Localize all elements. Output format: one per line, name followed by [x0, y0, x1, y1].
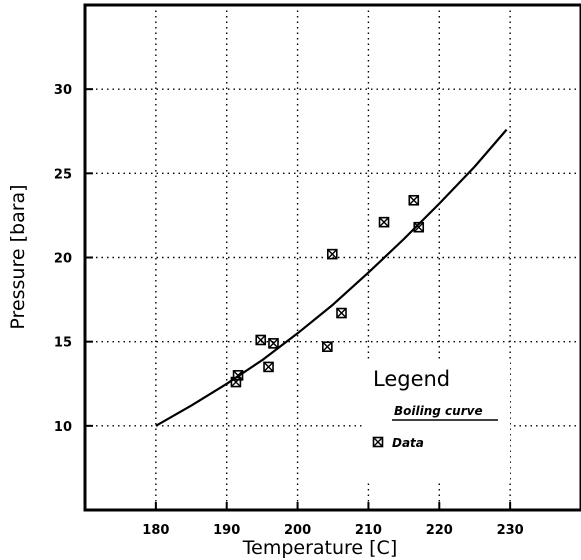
data-point [255, 334, 267, 346]
data-point [322, 341, 333, 353]
y-tick-label: 25 [54, 167, 72, 182]
y-tick-label: 10 [54, 420, 72, 435]
marker-box [255, 334, 267, 346]
x-tick-label: 230 [497, 523, 524, 538]
legend-title: Legend [373, 367, 450, 391]
data-point [326, 248, 338, 260]
x-tick-label: 210 [355, 523, 382, 538]
marker-box [322, 341, 333, 353]
x-axis-title: Temperature [C] [242, 537, 398, 559]
legend-data-label: Data [392, 436, 424, 450]
marker-box [263, 361, 274, 373]
x-tick-label: 190 [213, 523, 240, 538]
marker-cross [413, 222, 424, 233]
x-tick-label: 180 [142, 523, 169, 538]
x-tick-label: 220 [426, 523, 453, 538]
marker-box [378, 216, 390, 228]
y-tick-label: 20 [54, 252, 72, 267]
data-point [336, 307, 347, 319]
curve-layer [155, 128, 508, 427]
boiling-curve-line [155, 128, 508, 427]
legend-marker-symbol [372, 436, 384, 448]
marker-cross [322, 341, 333, 352]
marker-box [336, 307, 347, 319]
marker-box [268, 338, 279, 349]
marker-cross [336, 308, 347, 319]
x-tick-label: 200 [284, 523, 311, 538]
marker-cross [408, 195, 419, 206]
axis-ticks: 180 190 200 210 220 230 10 15 20 25 30 [54, 83, 524, 538]
marker-cross [233, 370, 244, 381]
marker-cross [268, 338, 279, 349]
marker-cross [263, 361, 274, 372]
data-point [232, 370, 244, 381]
data-point [263, 361, 274, 373]
data-point [413, 221, 425, 233]
legend-boiling-curve-label: Boiling curve [394, 404, 483, 418]
marker-box [413, 221, 425, 233]
y-tick-label: 15 [54, 336, 72, 351]
marker-box [408, 194, 420, 206]
marker-cross [373, 437, 383, 447]
y-axis-title: Pressure [bara] [7, 184, 29, 329]
marker-cross [379, 217, 390, 228]
marker-cross [327, 249, 338, 260]
marker-box [232, 370, 244, 381]
legend-data-marker [372, 436, 384, 448]
marker-box [326, 248, 338, 260]
marker-cross [255, 334, 266, 345]
legend: Legend Boiling curve Data [362, 360, 510, 480]
data-point [378, 216, 390, 228]
data-point [268, 338, 279, 349]
y-tick-label: 30 [54, 83, 72, 98]
data-point [408, 194, 420, 206]
marker-box [372, 436, 384, 448]
data-points [230, 194, 425, 388]
